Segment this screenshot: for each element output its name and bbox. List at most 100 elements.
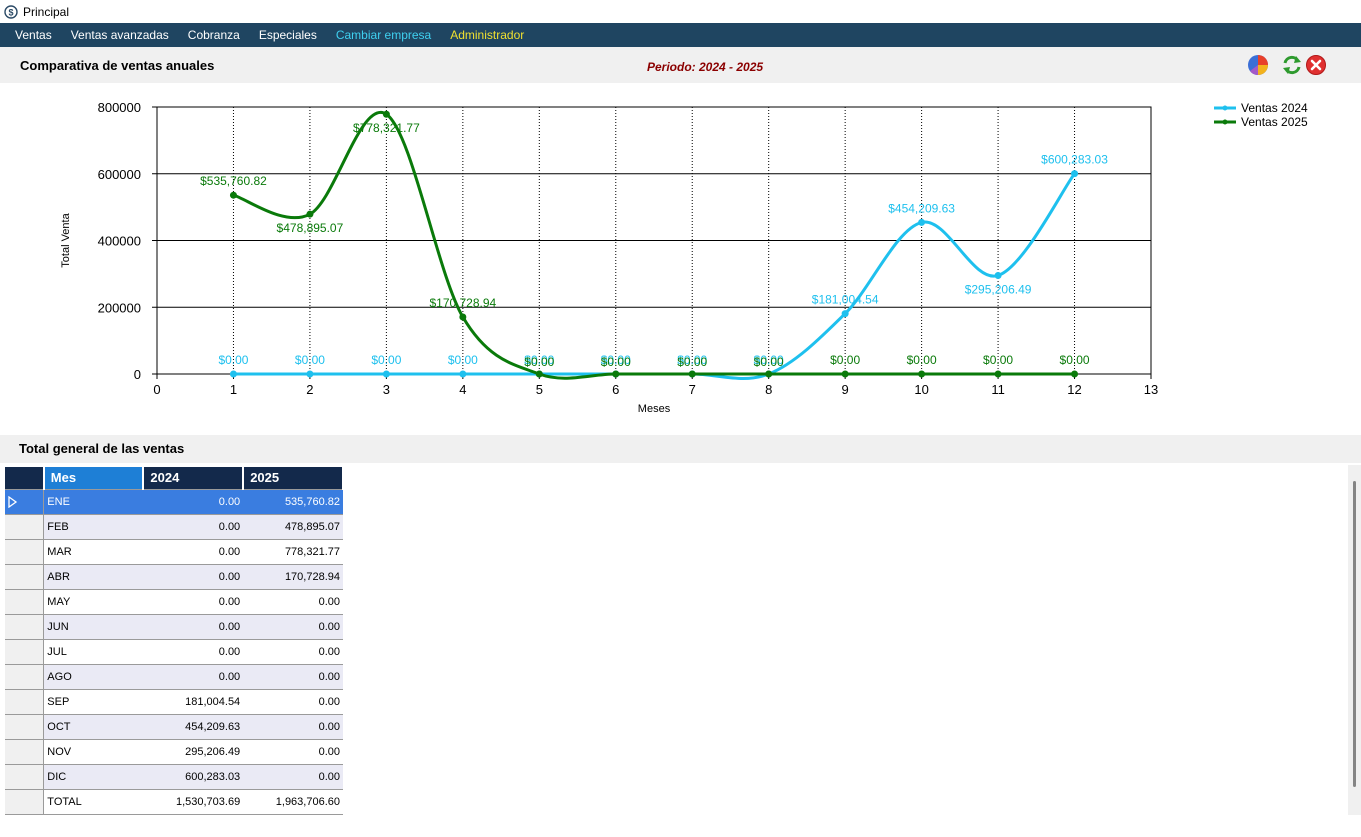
data-point [459,313,467,321]
data-point [382,110,390,118]
column-header-2024[interactable]: 2024 [143,467,245,490]
table-row[interactable]: FEB 0.00 478,895.07 [5,514,343,540]
refresh-button[interactable] [1281,54,1303,76]
menu-administrador[interactable]: Administrador [450,28,525,42]
cell-mes: FEB [43,514,144,540]
totals-title: Total general de las ventas [19,441,185,456]
main-menubar: Ventas Ventas avanzadas Cobranza Especia… [0,23,1361,47]
table-row[interactable]: MAY 0.00 0.00 [5,589,343,615]
table-row[interactable]: TOTAL 1,530,703.69 1,963,706.60 [5,789,343,815]
table-row[interactable]: DIC 600,283.03 0.00 [5,764,343,790]
row-header[interactable] [5,714,45,740]
table-header-row: Mes 2024 2025 [5,467,344,490]
row-header[interactable] [5,689,45,715]
cell-2025: 0.00 [243,614,343,640]
x-axis-label: Meses [638,403,671,415]
menu-ventas[interactable]: Ventas [15,28,52,42]
data-label: $0.00 [524,355,554,369]
cell-2025: 478,895.07 [243,514,343,540]
data-point [535,370,543,378]
table-row[interactable]: ABR 0.00 170,728.94 [5,564,343,590]
data-point [688,370,696,378]
row-header[interactable] [5,539,45,565]
sales-chart-area: 0 200000 400000 600000 800000 0 1 2 3 4 5 6 7 8 9 10 11 1… [0,83,1361,435]
column-header-mes[interactable]: Mes [43,467,145,490]
app-logo-icon: $ [4,4,18,19]
table-row[interactable]: ENE 0.00 535,760.82 [5,489,343,515]
data-label: $0.00 [754,355,784,369]
data-point [841,370,849,378]
row-header[interactable] [5,514,45,540]
data-label: $0.00 [371,353,401,367]
row-header[interactable] [5,664,45,690]
cell-2025: 535,760.82 [243,489,343,515]
svg-text:$: $ [8,7,13,17]
data-point [994,271,1002,279]
close-button[interactable] [1305,54,1327,76]
x-tick-label: 1 [230,382,237,397]
data-point [382,370,390,378]
table-row[interactable]: NOV 295,206.49 0.00 [5,739,343,765]
refresh-icon [1283,55,1301,75]
menu-cambiar-empresa[interactable]: Cambiar empresa [335,28,432,42]
row-header[interactable] [5,764,45,790]
cell-2024: 1,530,703.69 [143,789,244,815]
vertical-scrollbar[interactable] [1348,465,1361,815]
cell-2024: 181,004.54 [143,689,244,715]
row-header[interactable] [5,564,45,590]
data-label: $0.00 [448,353,478,367]
row-header[interactable] [5,614,45,640]
data-point [1071,370,1079,378]
pie-chart-button[interactable] [1247,54,1269,76]
row-header[interactable] [5,489,45,515]
cell-2025: 778,321.77 [243,539,343,565]
window-title: Principal [23,4,70,19]
data-label: $0.00 [524,353,554,367]
y-tick-label: 800000 [98,100,141,115]
data-label: $181,004.54 [812,293,879,307]
cell-2024: 0.00 [143,514,244,540]
row-header[interactable] [5,639,45,665]
menu-cobranza[interactable]: Cobranza [187,28,240,42]
cell-2025: 0.00 [243,589,343,615]
cell-mes: JUL [43,639,144,665]
data-point [918,370,926,378]
cell-2024: 0.00 [143,489,244,515]
chart-header [0,47,1361,83]
cell-mes: TOTAL [43,789,144,815]
data-label: $0.00 [601,353,631,367]
row-pointer-icon [8,495,18,508]
cell-2024: 0.00 [143,639,244,665]
x-tick-label: 4 [459,382,466,397]
table-row[interactable]: JUL 0.00 0.00 [5,639,343,665]
page-title: Comparativa de ventas anuales [20,58,215,73]
table-row[interactable]: MAR 0.00 778,321.77 [5,539,343,565]
row-header[interactable] [5,589,45,615]
table-row[interactable]: SEP 181,004.54 0.00 [5,689,343,715]
table-row[interactable]: AGO 0.00 0.00 [5,664,343,690]
row-header[interactable] [5,739,45,765]
data-point [765,370,773,378]
cell-mes: MAY [43,589,144,615]
table-row[interactable]: OCT 454,209.63 0.00 [5,714,343,740]
row-header[interactable] [5,789,45,815]
cell-mes: ENE [43,489,144,515]
menu-ventas-avanzadas[interactable]: Ventas avanzadas [70,28,169,42]
x-tick-label: 11 [991,382,1005,397]
x-tick-label: 3 [383,382,390,397]
data-label: $0.00 [677,353,707,367]
window-titlebar: $ Principal [0,0,1361,23]
column-header-2025[interactable]: 2025 [243,467,344,490]
legend-marker [1222,105,1228,111]
data-label: $0.00 [830,353,860,367]
cell-2025: 0.00 [243,664,343,690]
scrollbar-thumb[interactable] [1353,481,1356,787]
cell-mes: NOV [43,739,144,765]
menu-especiales[interactable]: Especiales [258,28,317,42]
table-row[interactable]: JUN 0.00 0.00 [5,614,343,640]
data-point [841,310,849,318]
data-point [459,370,467,378]
y-axis-label: Total Venta [60,212,72,267]
pie-chart-icon [1248,55,1268,75]
